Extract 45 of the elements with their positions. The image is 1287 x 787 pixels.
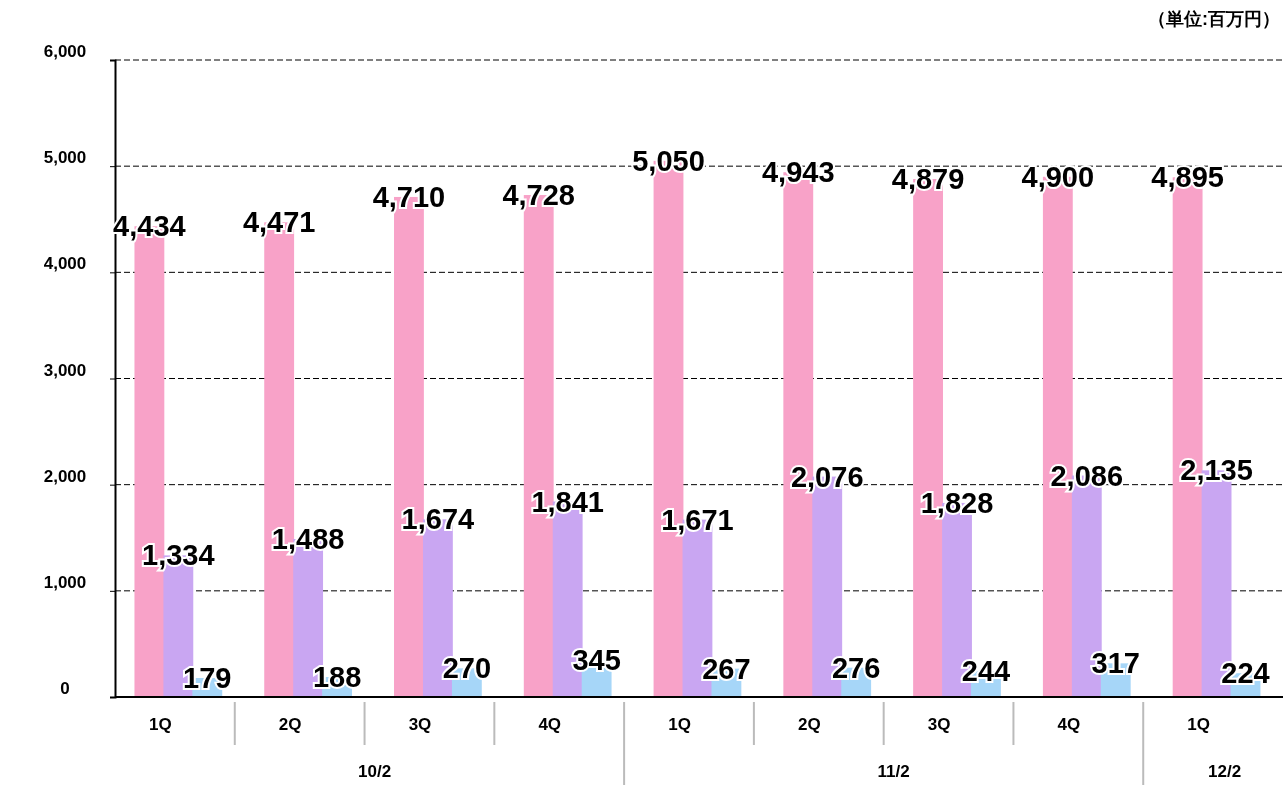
x-tick-label: 3Q bbox=[408, 715, 432, 734]
y-tick-label: 2,000 bbox=[43, 466, 87, 486]
y-tick-label: 5,000 bbox=[43, 148, 87, 168]
data-label: 4,900 bbox=[1021, 160, 1095, 193]
data-label: 179 bbox=[183, 662, 232, 694]
data-label: 1,841 bbox=[531, 485, 604, 518]
data-label: 267 bbox=[702, 652, 751, 685]
data-label: 4,471 bbox=[242, 206, 316, 239]
data-label: 4,710 bbox=[372, 180, 446, 213]
x-tick-label: 1Q bbox=[1187, 715, 1210, 734]
y-tick-label: 4,000 bbox=[43, 254, 87, 274]
data-label: 317 bbox=[1091, 647, 1140, 680]
x-tick-label: 2Q bbox=[797, 715, 821, 734]
data-label: 345 bbox=[572, 644, 621, 677]
y-tick-label: 0 bbox=[60, 679, 70, 699]
data-label: 2,076 bbox=[790, 460, 864, 493]
data-label: 224 bbox=[1221, 657, 1270, 690]
data-label: 4,895 bbox=[1151, 161, 1224, 194]
x-tick-label: 4Q bbox=[1057, 715, 1081, 734]
data-label: 5,050 bbox=[632, 144, 705, 177]
x-tick-label: 4Q bbox=[538, 715, 562, 734]
data-label: 188 bbox=[312, 661, 362, 694]
data-label: 2,135 bbox=[1180, 454, 1253, 487]
y-tick-label: 3,000 bbox=[43, 360, 87, 380]
data-label: 2,086 bbox=[1050, 459, 1124, 492]
data-label: 1,334 bbox=[142, 539, 215, 572]
data-label: 1,828 bbox=[920, 486, 994, 519]
data-label: 1,488 bbox=[271, 523, 345, 556]
x-tick-label: 3Q bbox=[927, 715, 951, 734]
data-label: 1,674 bbox=[401, 503, 475, 536]
data-label: 4,728 bbox=[502, 179, 576, 212]
data-label: 4,879 bbox=[891, 163, 965, 196]
y-axis-title: （単位:百万円） bbox=[1148, 9, 1280, 29]
text: 12/2 bbox=[1208, 762, 1242, 781]
text: 11/2 bbox=[877, 762, 910, 781]
data-label: 270 bbox=[442, 652, 492, 685]
y-tick-label: 1,000 bbox=[43, 572, 87, 592]
x-tick-label: 2Q bbox=[278, 715, 302, 734]
text: 10/2 bbox=[358, 762, 392, 781]
x-tick-label: 1Q bbox=[149, 715, 172, 734]
x-tick-label: 1Q bbox=[668, 715, 691, 734]
data-label: 244 bbox=[961, 655, 1011, 688]
data-label: 276 bbox=[831, 651, 881, 684]
data-label: 1,671 bbox=[661, 503, 734, 536]
y-tick-label: 6,000 bbox=[43, 42, 87, 62]
